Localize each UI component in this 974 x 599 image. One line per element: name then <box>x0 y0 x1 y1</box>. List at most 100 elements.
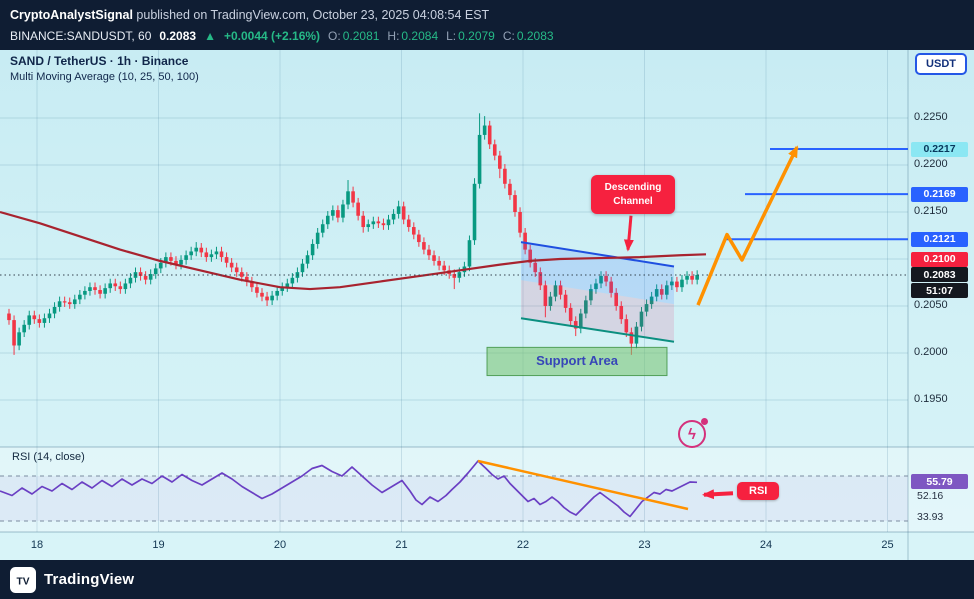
footer-brand[interactable]: TradingView <box>44 571 135 588</box>
candle-body <box>563 294 568 308</box>
last-price: 0.2083 <box>159 29 197 43</box>
currency-toggle-button[interactable]: USDT <box>915 53 967 75</box>
chart-canvas[interactable] <box>0 50 974 560</box>
time-axis-label[interactable]: 21 <box>395 539 408 551</box>
candle-body <box>376 221 381 224</box>
candle-body <box>346 191 350 205</box>
candle-body <box>508 183 512 196</box>
tradingview-logo-icon[interactable]: TV <box>10 566 36 593</box>
candle-body <box>331 210 335 216</box>
support-area-box <box>486 346 668 377</box>
candle-body <box>32 315 37 320</box>
candle-body <box>83 290 87 295</box>
price-tick-label: 0.2250 <box>914 111 948 123</box>
price-axis-badge: 0.2169 <box>911 186 968 202</box>
candle-body <box>164 257 168 263</box>
candle-body <box>568 307 573 322</box>
candle-body <box>93 287 97 291</box>
symbol-name[interactable]: BINANCE:SANDUSDT, 60 <box>10 29 152 43</box>
support-area-label: Support Area <box>536 353 618 368</box>
candle-body <box>315 232 320 244</box>
candle-body <box>174 260 178 265</box>
candle-body <box>422 242 426 250</box>
channel-lower-fill <box>521 280 674 342</box>
publish-info: published on TradingView.com, October 23… <box>132 8 490 22</box>
candle-body <box>406 219 411 228</box>
footer-bar: TV TradingView <box>0 560 974 599</box>
candle-body <box>270 295 274 301</box>
candle-body <box>234 267 239 273</box>
candle-body <box>325 215 330 225</box>
candle-body <box>538 272 543 286</box>
candle-body <box>670 281 674 286</box>
candle-body <box>477 134 482 184</box>
candle-body <box>437 260 441 266</box>
candle-body <box>57 301 62 307</box>
candle-body <box>184 255 188 260</box>
candle-body <box>199 247 204 253</box>
candle-body <box>219 251 224 258</box>
price-tick-label: 0.1950 <box>914 393 948 405</box>
candle-body <box>351 191 355 203</box>
candle-body <box>543 285 548 306</box>
candle-body <box>305 255 310 264</box>
candle-body <box>148 274 153 280</box>
candle-body <box>381 223 386 226</box>
rsi-indicator-label: RSI (14, close) <box>12 451 85 463</box>
rsi-line <box>0 460 698 518</box>
candle-body <box>533 262 538 273</box>
author-name[interactable]: CryptoAnalystSignal <box>10 8 133 22</box>
candle-body <box>290 277 295 284</box>
time-axis-label[interactable]: 22 <box>516 539 530 551</box>
candle-body <box>584 300 588 314</box>
candle-body <box>498 155 502 169</box>
candle-body <box>143 275 148 280</box>
candle-body <box>649 296 654 305</box>
candle-body <box>265 296 269 301</box>
candle-body <box>548 296 553 306</box>
candle-body <box>22 324 26 333</box>
attribution-bar: CryptoAnalystSignal published on Trading… <box>0 0 974 50</box>
candle-body <box>280 287 285 291</box>
candle-body <box>42 318 47 323</box>
time-axis-label[interactable]: 20 <box>273 539 287 551</box>
chart-legend-symbol: SAND / TetherUS · 1h · Binance <box>10 54 189 68</box>
candle-body <box>614 292 618 306</box>
time-axis-label[interactable]: 19 <box>152 539 165 551</box>
candle-body <box>67 302 72 305</box>
candle-body <box>659 289 664 295</box>
time-axis-label[interactable]: 25 <box>881 539 894 551</box>
time-axis-label[interactable]: 24 <box>759 539 773 551</box>
chart-area[interactable]: SAND / TetherUS · 1h · Binance Multi Mov… <box>0 50 974 560</box>
candle-body <box>427 249 431 256</box>
candle-body <box>138 272 143 276</box>
candle-body <box>467 240 472 267</box>
price-axis-badge: 0.2100 <box>911 251 968 267</box>
candle-body <box>245 276 249 282</box>
rsi-trendline <box>477 459 689 511</box>
lightning-bolt-icon[interactable]: ϟ <box>678 418 708 448</box>
candle-body <box>159 262 163 269</box>
rsi-band-lower-label: 33.93 <box>917 511 944 523</box>
candle-body <box>47 313 52 319</box>
candle-body <box>169 257 173 261</box>
chart-legend: SAND / TetherUS · 1h · Binance Multi Mov… <box>10 54 199 83</box>
time-axis-label[interactable]: 23 <box>638 539 651 551</box>
channel-upper-line <box>520 241 675 268</box>
candle-body <box>629 332 634 344</box>
chart-legend-indicator: Multi Moving Average (10, 25, 50, 100) <box>10 71 199 83</box>
candle-body <box>179 259 183 265</box>
candle-body <box>609 281 613 293</box>
publish-line: CryptoAnalystSignal published on Trading… <box>10 5 964 25</box>
candle-body <box>442 265 446 271</box>
candle-body <box>371 221 376 225</box>
candle-body <box>452 274 457 278</box>
time-axis-label[interactable]: 18 <box>30 539 44 551</box>
rsi-value-badge: 55.79 <box>911 474 968 489</box>
candle-body <box>573 321 578 329</box>
candle-body <box>386 219 391 226</box>
candle-body <box>356 202 360 216</box>
candle-body <box>412 227 416 235</box>
callout-arrow <box>623 215 634 252</box>
candle-body <box>78 294 82 300</box>
